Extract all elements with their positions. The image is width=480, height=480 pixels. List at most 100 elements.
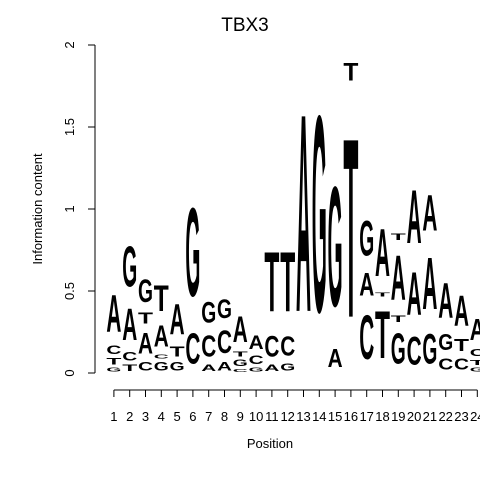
logo-letter-C: C [438,355,453,373]
y-tick-label: 0 [62,369,77,376]
x-tick-label: 9 [237,409,244,424]
logo-letter-G: G [391,324,406,373]
y-axis: 0 0.5 1 1.5 2 [62,41,96,377]
x-axis-label: Position [247,436,293,451]
x-tick-label: 11 [265,409,279,424]
logo-letter-G: G [185,183,200,324]
logo-letter-C: C [454,355,469,373]
logo-letter-G: G [359,211,374,266]
x-tick-label: 21 [423,409,437,424]
x-tick-label: 18 [375,409,389,424]
logo-letter-C: C [138,360,153,373]
logo-letter-C: C [264,331,279,363]
logo-letter-A: A [328,345,343,374]
logo-letter-T: T [170,344,186,360]
logo-letter-C: C [359,303,374,373]
y-tick-label: 2 [62,41,77,48]
x-tick-label: 17 [359,409,373,424]
y-axis-label: Information content [30,153,45,265]
x-tick-label: 14 [312,409,326,424]
logo-letter-A: A [375,215,390,291]
logo-letter-A: A [296,57,311,372]
x-tick-label: 20 [407,409,421,424]
logo-letter-G: G [422,325,437,373]
logo-letter-T: T [106,356,122,366]
logo-letter-G: G [470,367,480,374]
logo-letter-T: T [138,310,153,328]
logo-letter-C: C [201,328,216,363]
logo-letter-C: C [233,368,248,373]
logo-letter-A: A [454,287,469,336]
logo-letter-G: G [122,236,137,300]
logo-letters: GTCATCAGCATGGCATGTACGACGACGCGTAGCAACTGCT… [106,57,480,374]
logo-letter-C: C [122,350,137,363]
x-tick-label: 22 [438,409,452,424]
x-tick-label: 15 [328,409,342,424]
logo-letter-T: T [375,297,390,373]
logo-letter-A: A [249,333,264,354]
logo-letter-G: G [312,59,327,372]
logo-letter-A: A [407,174,422,260]
logo-letter-A: A [407,259,422,329]
logo-letter-A: A [422,241,437,325]
logo-letter-C: C [470,347,480,358]
logo-letter-G: G [217,294,232,324]
x-tick-label: 7 [205,409,212,424]
x-tick-label: 8 [221,409,228,424]
logo-letter-A: A [470,312,480,347]
logo-letter-C: C [106,344,121,357]
logo-letter-A: A [122,300,137,350]
x-tick-label: 3 [142,409,149,424]
logo-letter-C: C [407,328,422,373]
x-tick-label: 10 [249,409,263,424]
logo-letter-T: T [122,363,138,373]
logo-letter-G: G [138,273,153,309]
logo-letter-C: C [249,353,264,366]
logo-letter-T: T [264,236,279,331]
x-tick-label: 4 [158,409,165,424]
logo-letter-G: G [280,362,295,373]
logo-letter-C: C [154,354,169,361]
x-tick-label: 24 [470,409,480,424]
logo-letter-T: T [233,350,248,358]
x-tick-label: 19 [391,409,405,424]
logo-letter-T: T [343,59,358,86]
logo-letter-A: A [217,360,232,373]
logo-letter-A: A [391,243,406,314]
logo-letter-G: G [233,359,248,369]
y-tick-label: 1 [62,205,77,212]
x-tick-label: 1 [110,409,117,424]
logo-letter-T: T [470,358,480,366]
logo-letter-A: A [359,266,374,303]
x-tick-label: 16 [344,409,358,424]
logo-letter-A: A [233,310,248,351]
logo-letter-A: A [154,318,169,353]
y-tick-label: 0.5 [62,282,77,300]
logo-letter-C: C [185,325,200,374]
logo-letter-A: A [201,364,217,373]
logo-letter-T: T [391,314,407,324]
logo-letter-A: A [422,186,437,242]
x-tick-label: 5 [173,409,180,424]
y-tick-label: 1.5 [62,118,77,136]
x-axis: 123456789101112131415161718192021222324 [110,389,480,424]
x-tick-label: 2 [126,409,133,424]
chart-title: TBX3 [221,15,269,36]
logo-letter-A: A [438,273,453,329]
logo-letter-G: G [154,361,169,373]
x-tick-label: 12 [280,409,294,424]
logo-letter-G: G [201,297,216,329]
logo-letter-A: A [106,286,121,344]
logo-letter-G: G [438,329,453,355]
logo-letter-G: G [106,367,121,374]
x-tick-label: 13 [296,409,310,424]
logo-letter-T: T [343,84,358,371]
logo-letter-T: T [391,232,407,242]
logo-letter-A: A [264,364,280,373]
x-tick-label: 23 [454,409,468,424]
logo-letter-C: C [280,332,295,363]
logo-letter-C: C [217,323,232,360]
logo-letter-A: A [138,328,153,360]
logo-letter-G: G [328,151,343,342]
